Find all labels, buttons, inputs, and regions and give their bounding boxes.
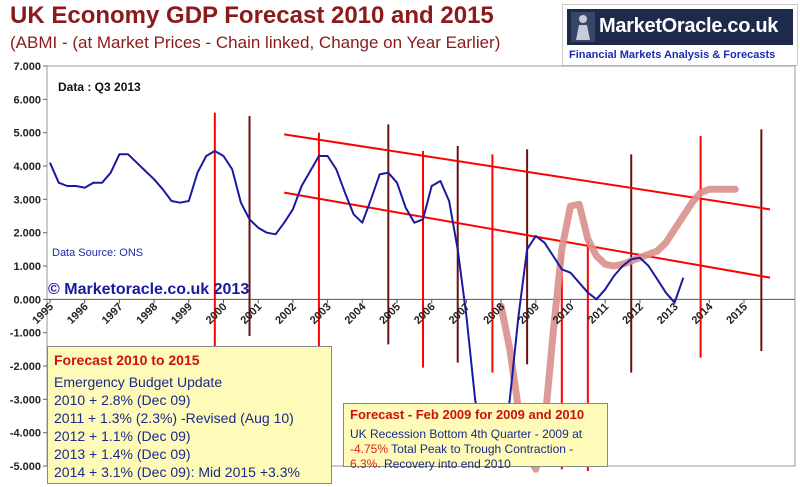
x-tick-label: 2000	[204, 301, 230, 327]
recovery-text: Recovery into end 2010	[380, 457, 511, 471]
y-tick-label: 0.000	[13, 294, 41, 306]
y-tick-label: -5.000	[10, 461, 41, 473]
chart-title: UK Economy GDP Forecast 2010 and 2015	[10, 2, 494, 29]
feb-2009-forecast-box: Forecast - Feb 2009 for 2009 and 2010 UK…	[343, 403, 608, 471]
chart-subtitle: (ABMI - (at Market Prices - Chain linked…	[10, 33, 501, 52]
logo-banner: MarketOracle.co.uk	[567, 9, 793, 45]
x-tick-label: 2001	[239, 301, 265, 327]
x-tick-label: 2014	[690, 300, 716, 326]
y-tick-label: -3.000	[10, 394, 41, 406]
x-tick-label: 1998	[134, 301, 160, 327]
forecast-box-line: 2011 + 1.3% (2.3%) -Revised (Aug 10)	[54, 410, 294, 426]
forecast-box-heading: Forecast 2010 to 2015	[54, 352, 200, 368]
x-tick-label: 2002	[273, 301, 299, 327]
y-tick-label: 4.000	[13, 161, 41, 173]
x-tick-label: 1999	[169, 301, 195, 327]
trend-layer	[284, 133, 771, 279]
y-tick-label: 6.000	[13, 94, 41, 106]
actual-series-line	[49, 150, 685, 466]
x-tick-label: 2012	[620, 301, 646, 327]
forecast-box-line: Emergency Budget Update	[54, 374, 223, 390]
y-tick-label: 1.000	[13, 261, 41, 273]
x-tick-label: 1996	[65, 301, 91, 327]
trough-value: -4.75%	[350, 442, 389, 456]
x-tick-label: 2004	[343, 300, 369, 326]
y-tick-label: -1.000	[10, 328, 41, 340]
x-tick-label: 2003	[308, 301, 334, 327]
trend-line	[284, 133, 771, 211]
x-tick-label: 1997	[100, 301, 126, 327]
feb-forecast-line-3: 6.3%. Recovery into end 2010	[350, 457, 511, 471]
y-tick-label: 3.000	[13, 194, 41, 206]
x-tick-label: 2015	[724, 301, 750, 327]
x-tick-label: 2011	[586, 301, 611, 326]
x-tick-label: 2005	[377, 301, 403, 327]
y-tick-label: -4.000	[10, 428, 41, 440]
feb-forecast-heading: Forecast - Feb 2009 for 2009 and 2010	[350, 407, 585, 422]
feb-forecast-line-2: -4.75% Total Peak to Trough Contraction …	[350, 442, 573, 456]
x-tick-label: 2006	[412, 301, 438, 327]
forecast-box-line: 2010 + 2.8% (Dec 09)	[54, 392, 191, 408]
trend-line	[284, 191, 771, 279]
y-tick-label: 7.000	[13, 61, 41, 73]
forecast-2010-2015-box: Forecast 2010 to 2015 Emergency Budget U…	[47, 346, 332, 484]
y-tick-label: 5.000	[13, 128, 41, 140]
logo-tagline: Financial Markets Analysis & Forecasts	[569, 49, 776, 61]
forecast-box-line: 2013 + 1.4% (Dec 09)	[54, 446, 191, 462]
x-tick-label: 2007	[447, 301, 473, 327]
x-tick-label: 2013	[655, 301, 681, 327]
forecast-box-line: 2014 + 3.1% (Dec 09): Mid 2015 +3.3%	[54, 464, 300, 480]
marker-layer	[213, 112, 763, 471]
feb-forecast-line-1: UK Recession Bottom 4th Quarter - 2009 a…	[350, 427, 583, 441]
logo-name: MarketOracle.co.uk	[599, 15, 779, 37]
data-source-label: Data Source: ONS	[52, 247, 143, 259]
forecast-box-line: 2012 + 1.1% (Dec 09)	[54, 428, 191, 444]
brand-logo: MarketOracle.co.uk Financial Markets Ana…	[562, 4, 798, 66]
data-date-label: Data : Q3 2013	[58, 80, 141, 94]
contraction-text: Total Peak to Trough Contraction -	[388, 442, 574, 456]
y-tick-label: -2.000	[10, 361, 41, 373]
contraction-value: 6.3%.	[350, 457, 381, 471]
y-tick-label: 2.000	[13, 228, 41, 240]
copyright-label: © Marketoracle.co.uk 2013	[48, 281, 249, 298]
oracle-figure-icon	[571, 12, 595, 42]
